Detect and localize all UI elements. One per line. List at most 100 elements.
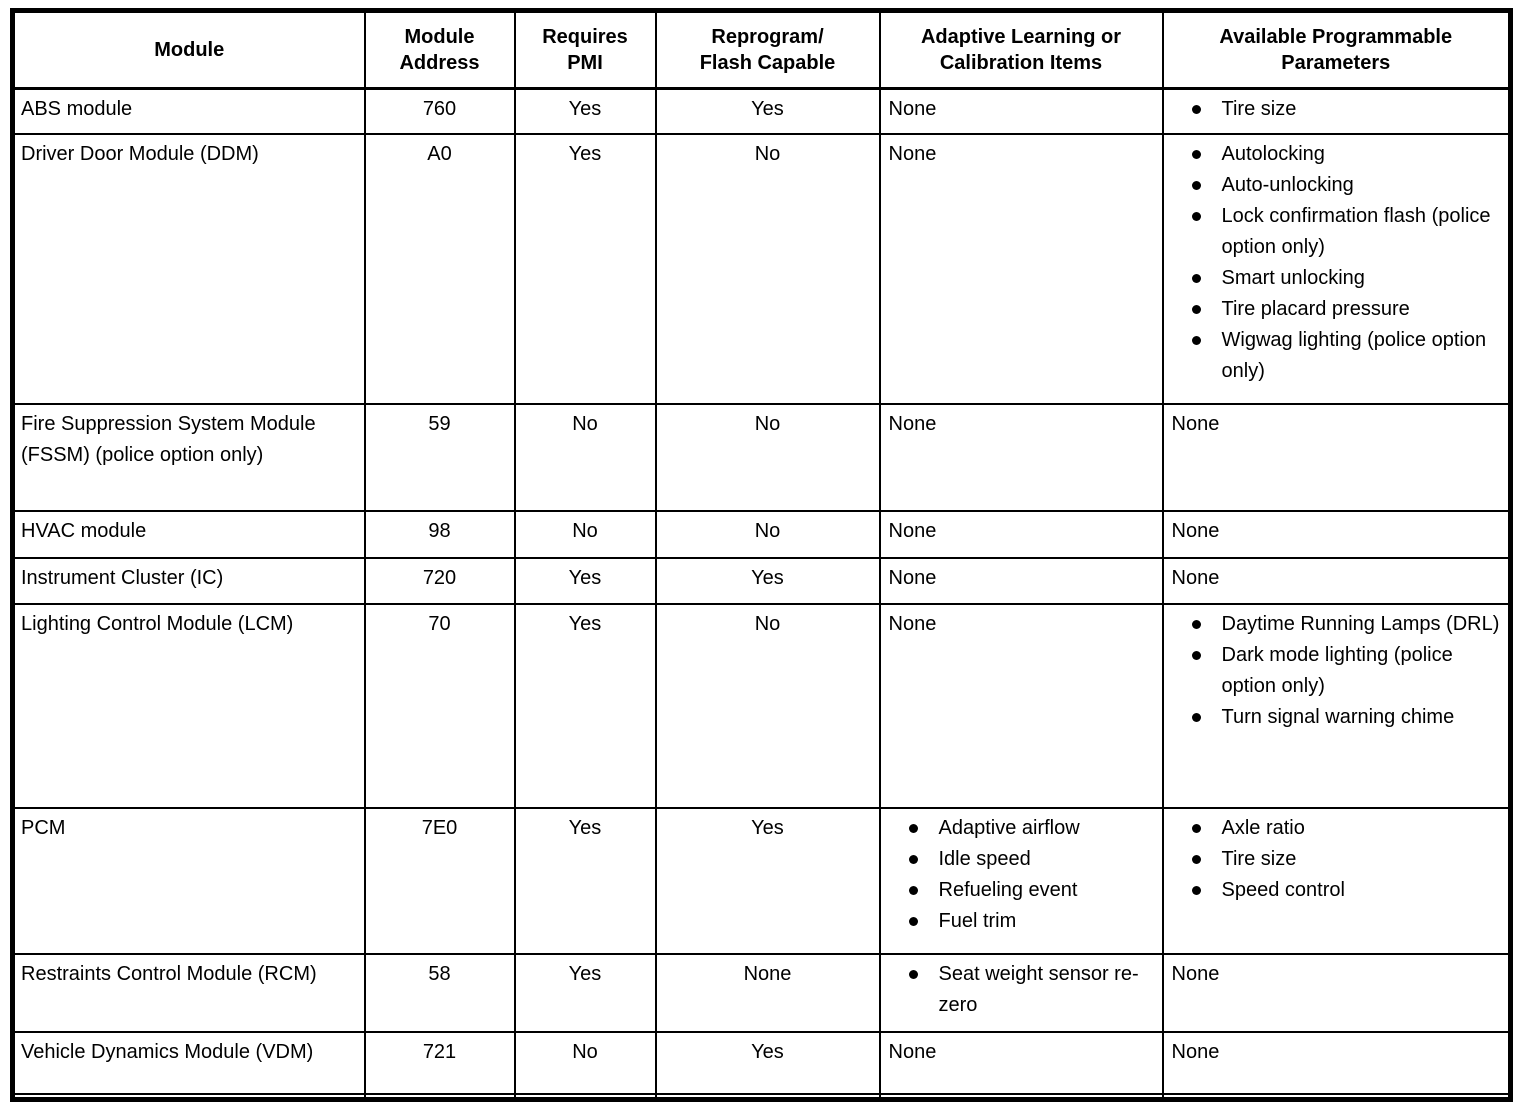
spacer-cell: [363, 1092, 516, 1100]
cell-requires-pmi: Yes: [513, 952, 657, 1033]
column-header-module-address: Module Address: [363, 9, 516, 90]
cell-adaptive-learning: Seat weight sensor re-zero: [878, 952, 1164, 1033]
bullet-item: Autolocking: [1165, 139, 1505, 170]
cell-module: ABS module: [11, 87, 366, 135]
bullet-icon: [908, 885, 918, 895]
table-row: ABS module 760 Yes Yes None Tire size: [11, 87, 1512, 135]
cell-requires-pmi: Yes: [513, 602, 657, 809]
cell-requires-pmi: No: [513, 1030, 657, 1095]
cell-module: Instrument Cluster (IC): [11, 556, 366, 605]
bullet-icon: [1191, 211, 1201, 221]
bullet-icon: [1191, 304, 1201, 314]
bullet-text: Daytime Running Lamps (DRL): [1221, 612, 1500, 635]
cell-available-parameters: None: [1161, 402, 1512, 512]
cell-available-parameters: Tire size: [1161, 87, 1512, 135]
cell-module: Vehicle Dynamics Module (VDM): [11, 1030, 366, 1095]
bullet-text: Tire size: [1221, 847, 1297, 870]
bullet-item: Speed control: [1165, 875, 1505, 906]
cell-reprogram-flash: Yes: [654, 87, 881, 135]
column-header-available-parameters: Available Programmable Parameters: [1161, 9, 1512, 90]
bullet-icon: [1191, 854, 1201, 864]
bullet-text: Auto-unlocking: [1221, 173, 1354, 196]
bullet-item: Turn signal warning chime: [1165, 702, 1505, 733]
bullet-icon: [1191, 180, 1201, 190]
bullet-item: Auto-unlocking: [1165, 170, 1505, 201]
column-header-module: Module: [11, 9, 366, 90]
bullet-icon: [1191, 650, 1201, 660]
cell-requires-pmi: No: [513, 402, 657, 512]
bullet-text: Seat weight sensor re-zero: [938, 962, 1139, 1016]
bullet-item: Smart unlocking: [1165, 263, 1505, 294]
cell-module-address: 7E0: [363, 806, 516, 955]
bullet-icon: [908, 854, 918, 864]
bullet-item: Daytime Running Lamps (DRL): [1165, 609, 1505, 640]
bullet-icon: [1191, 335, 1201, 345]
cell-module-address: 720: [363, 556, 516, 605]
spacer-row: [11, 1092, 1512, 1100]
cell-module: PCM: [11, 806, 366, 955]
cell-module: HVAC module: [11, 509, 366, 559]
bullet-text: Axle ratio: [1221, 816, 1305, 839]
table-row: Vehicle Dynamics Module (VDM) 721 No Yes Non…: [11, 1030, 1512, 1095]
cell-module-address: A0: [363, 132, 516, 405]
cell-module-address: 760: [363, 87, 516, 135]
table-row: Driver Door Module (DDM) A0 Yes No None Autol…: [11, 132, 1512, 405]
bullet-icon: [1191, 149, 1201, 159]
module-programming-table: Module Module Address Requires PMI Repro…: [10, 8, 1513, 1102]
cell-module-address: 70: [363, 602, 516, 809]
cell-requires-pmi: Yes: [513, 87, 657, 135]
bullet-item: Wigwag lighting (police option only): [1165, 325, 1505, 387]
bullet-icon: [908, 823, 918, 833]
cell-requires-pmi: No: [513, 509, 657, 559]
bullet-item: Lock confirmation flash (police option o…: [1165, 201, 1505, 263]
bullet-icon: [1191, 619, 1201, 629]
bullet-item: Refueling event: [882, 875, 1158, 906]
table-row: Fire Suppression System Module (FSSM) (p…: [11, 402, 1512, 512]
bullet-item: Axle ratio: [1165, 813, 1505, 844]
table-row: Restraints Control Module (RCM) 58 Yes None…: [11, 952, 1512, 1033]
cell-requires-pmi: Yes: [513, 132, 657, 405]
bullet-item: Idle speed: [882, 844, 1158, 875]
cell-module-address: 98: [363, 509, 516, 559]
cell-available-parameters: None: [1161, 1030, 1512, 1095]
bullet-text: Turn signal warning chime: [1221, 705, 1455, 728]
cell-requires-pmi: Yes: [513, 556, 657, 605]
cell-module: Fire Suppression System Module (FSSM) (p…: [11, 402, 366, 512]
cell-adaptive-learning: None: [878, 1030, 1164, 1095]
column-header-requires-pmi: Requires PMI: [513, 9, 657, 90]
column-header-reprogram-flash: Reprogram/ Flash Capable: [654, 9, 881, 90]
cell-adaptive-learning: None: [878, 402, 1164, 512]
bullet-text: Refueling event: [938, 878, 1078, 901]
bullet-text: Wigwag lighting (police option only): [1221, 328, 1487, 382]
cell-module: Driver Door Module (DDM): [11, 132, 366, 405]
bullet-text: Speed control: [1221, 878, 1345, 901]
bullet-icon: [1191, 273, 1201, 283]
spacer-cell: [513, 1092, 657, 1100]
spacer-cell: [878, 1092, 1164, 1100]
cell-available-parameters: None: [1161, 952, 1512, 1033]
spacer-cell: [654, 1092, 881, 1100]
cell-reprogram-flash: No: [654, 602, 881, 809]
column-header-adaptive-learning: Adaptive Learning or Calibration Items: [878, 9, 1164, 90]
cell-reprogram-flash: No: [654, 132, 881, 405]
table-header-row: Module Module Address Requires PMI Repro…: [11, 9, 1512, 90]
bullet-icon: [1191, 823, 1201, 833]
bullet-text: Smart unlocking: [1221, 266, 1365, 289]
bullet-icon: [908, 969, 918, 979]
cell-adaptive-learning: None: [878, 509, 1164, 559]
cell-adaptive-learning: None: [878, 87, 1164, 135]
cell-module-address: 58: [363, 952, 516, 1033]
bullet-text: Tire placard pressure: [1221, 297, 1410, 320]
spacer-cell: [1161, 1092, 1512, 1100]
bullet-text: Tire size: [1221, 98, 1297, 120]
cell-module-address: 59: [363, 402, 516, 512]
bullet-text: Autolocking: [1221, 142, 1325, 165]
cell-reprogram-flash: No: [654, 509, 881, 559]
cell-adaptive-learning: Adaptive airflow Idle speed Refueling even…: [878, 806, 1164, 955]
cell-adaptive-learning: None: [878, 602, 1164, 809]
cell-module: Restraints Control Module (RCM): [11, 952, 366, 1033]
cell-adaptive-learning: None: [878, 132, 1164, 405]
cell-available-parameters: Daytime Running Lamps (DRL) Dark mode lig…: [1161, 602, 1512, 809]
cell-available-parameters: None: [1161, 556, 1512, 605]
cell-available-parameters: Autolocking Auto-unlocking Lock confirmati…: [1161, 132, 1512, 405]
